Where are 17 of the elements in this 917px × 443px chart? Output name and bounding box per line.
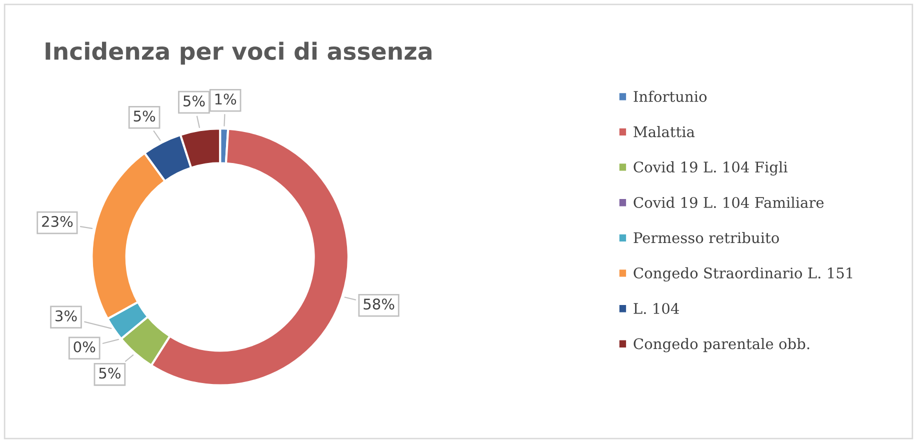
data-label: 3% [56,310,77,322]
data-label: 58% [364,298,394,310]
legend-label: Congedo Straordinario L. 151 [634,267,852,282]
data-label: 5% [184,95,205,106]
data-label: 1% [215,94,236,105]
legend-label: L. 104 [634,302,679,314]
legend-label: Congedo parentale obb. [634,338,810,352]
legend-label: Malattia [634,126,695,138]
legend-label: Covid 19 L. 104 Familiare [634,196,824,208]
data-label: 23% [42,216,73,228]
text: 0% [74,341,96,352]
chart-title: Incidenza per voci di assenza [46,42,432,65]
legend-label: Infortunio [634,90,707,102]
legend-label: Permesso retribuito [634,232,779,244]
data-label: 5% [134,110,156,122]
legend-label: Covid 19 L. 104 Figli [634,161,788,176]
data-label: 5% [99,368,120,379]
